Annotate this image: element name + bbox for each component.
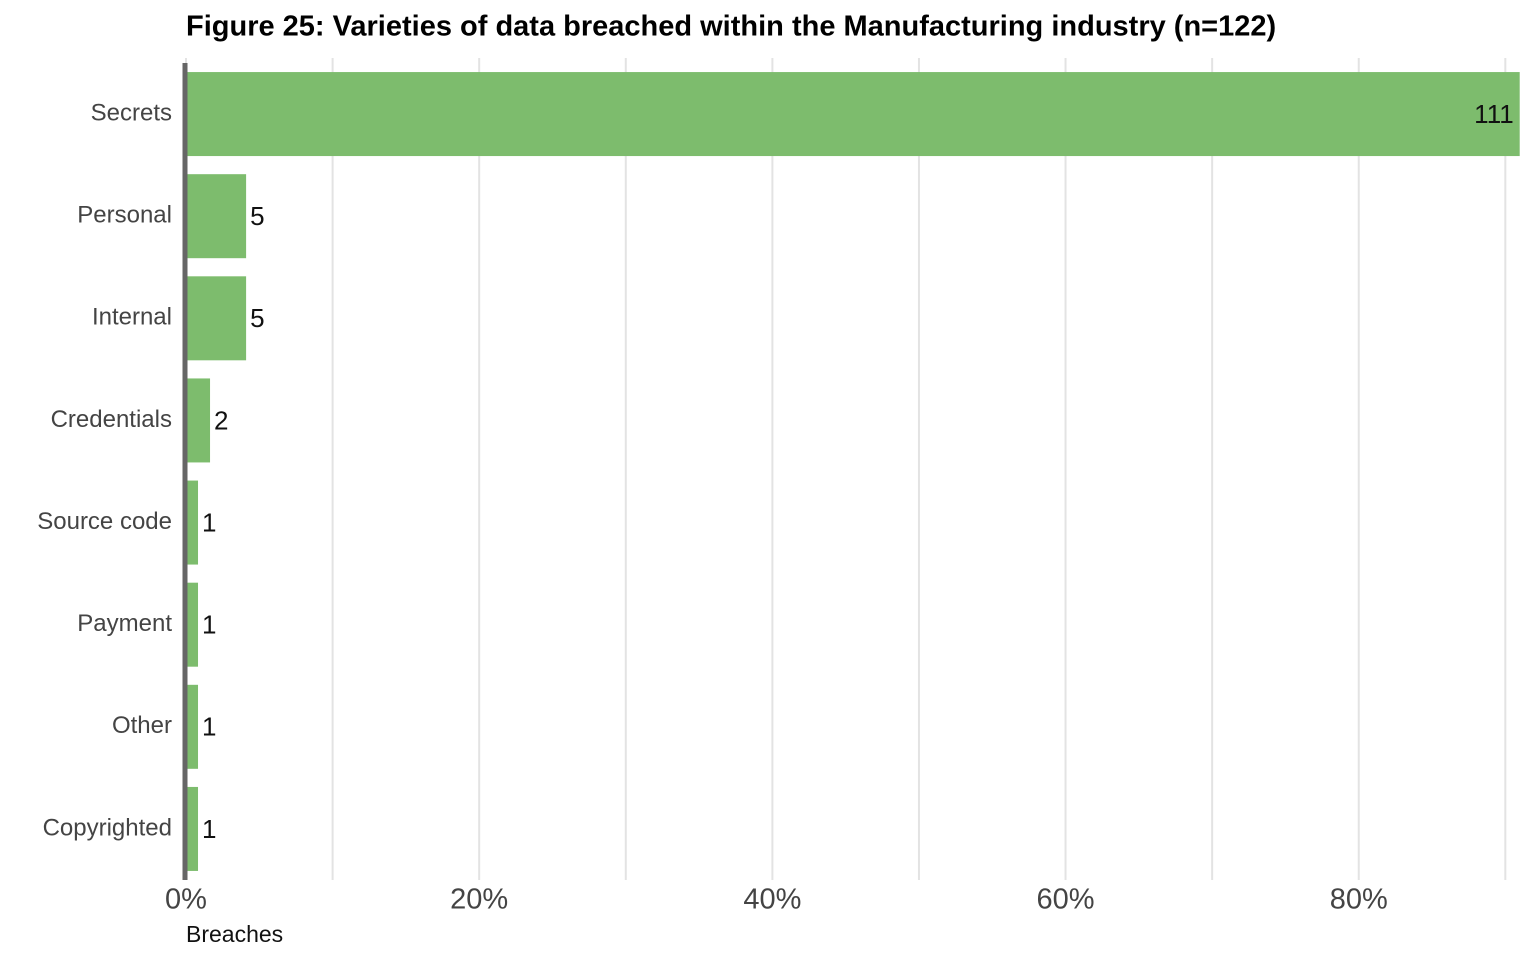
y-tick-label: Credentials (51, 406, 172, 433)
bar (186, 276, 247, 361)
bar (186, 378, 211, 463)
y-tick-label: Payment (77, 610, 172, 637)
x-tick-label: 20% (450, 884, 508, 916)
value-label: 2 (214, 405, 228, 435)
y-tick-label: Personal (77, 202, 172, 229)
y-tick-label: Secrets (91, 99, 172, 126)
value-label: 5 (250, 303, 264, 333)
x-tick-label: 80% (1330, 884, 1388, 916)
value-label: 1 (202, 507, 216, 537)
bar (186, 72, 1520, 157)
value-label: 1 (202, 610, 216, 640)
y-tick-label: Other (112, 712, 172, 739)
bar (186, 174, 247, 259)
value-label: 5 (250, 201, 264, 231)
x-tick-label: 40% (743, 884, 801, 916)
y-tick-label: Copyrighted (43, 814, 172, 841)
x-axis-label: Breaches (186, 921, 283, 947)
x-tick-label: 0% (165, 884, 207, 916)
chart-title: Figure 25: Varieties of data breached wi… (186, 11, 1276, 43)
value-label: 1 (202, 712, 216, 742)
bar (186, 786, 199, 871)
value-label: 111 (1474, 99, 1514, 129)
bar (186, 684, 199, 769)
y-tick-label: Internal (92, 304, 172, 331)
x-tick-label: 60% (1037, 884, 1095, 916)
bar (186, 582, 199, 667)
y-tick-label: Source code (37, 508, 172, 535)
value-label: 1 (202, 814, 216, 844)
bar (186, 480, 199, 565)
